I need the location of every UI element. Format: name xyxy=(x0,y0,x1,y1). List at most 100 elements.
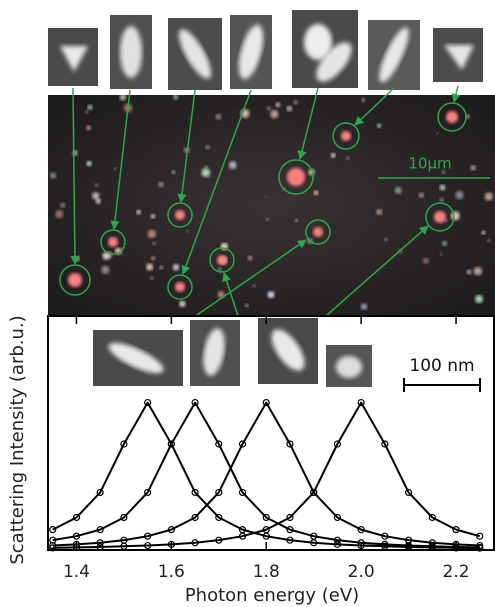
spot xyxy=(148,230,156,238)
spot xyxy=(60,203,65,208)
spot xyxy=(270,110,278,118)
spot xyxy=(423,258,429,264)
spot xyxy=(474,267,483,276)
spot xyxy=(172,170,176,174)
inset xyxy=(433,28,483,82)
particle-spot xyxy=(341,131,351,141)
spot xyxy=(436,132,438,134)
spot xyxy=(173,264,180,271)
spot xyxy=(276,102,281,107)
inset xyxy=(168,18,222,90)
scale-label: 100 nm xyxy=(409,356,474,376)
spot xyxy=(229,161,237,169)
inset xyxy=(368,20,420,90)
spot xyxy=(87,161,92,166)
spot xyxy=(487,239,490,242)
spot xyxy=(294,100,298,104)
spot xyxy=(153,242,156,245)
inset xyxy=(230,15,272,89)
inset xyxy=(292,10,358,88)
spot xyxy=(440,253,442,255)
particle-spot xyxy=(175,210,185,220)
inset xyxy=(326,345,372,387)
spot xyxy=(216,114,222,120)
spot xyxy=(377,124,381,128)
particle-spot xyxy=(446,111,458,123)
spot xyxy=(268,291,275,298)
spot xyxy=(55,210,63,218)
spot xyxy=(376,209,382,215)
spot xyxy=(50,172,56,178)
spot xyxy=(85,110,88,113)
spot xyxy=(440,185,445,190)
spot xyxy=(267,106,271,110)
inset xyxy=(110,15,152,89)
spot xyxy=(265,196,267,198)
spot xyxy=(186,230,188,232)
spot xyxy=(159,265,163,269)
spot xyxy=(440,198,444,202)
image-background xyxy=(48,95,495,317)
spot xyxy=(88,105,93,110)
y-axis-title: Scattering Intensity (arb.u.) xyxy=(7,315,28,564)
spot xyxy=(331,153,336,158)
x-tick-label: 1.8 xyxy=(253,562,280,582)
inset xyxy=(48,28,98,86)
spot xyxy=(92,192,99,199)
spot xyxy=(361,98,365,102)
spot xyxy=(101,266,109,274)
spot xyxy=(253,284,256,287)
x-axis-title: Photon energy (eV) xyxy=(185,585,359,606)
spot xyxy=(248,256,252,260)
spot xyxy=(467,270,472,275)
spot xyxy=(146,264,153,271)
spot xyxy=(485,192,493,200)
x-tick-label: 2.2 xyxy=(443,562,470,582)
particle-spot xyxy=(287,168,305,186)
spot xyxy=(151,256,155,260)
dark-field-image xyxy=(48,94,495,317)
spot xyxy=(346,157,349,160)
spot xyxy=(471,165,476,170)
spot xyxy=(361,304,367,310)
spot xyxy=(385,238,388,241)
spot xyxy=(201,168,210,177)
particle-spot xyxy=(108,237,118,247)
inset xyxy=(190,320,240,386)
spot xyxy=(295,219,298,222)
particle-spot xyxy=(217,255,227,265)
spot xyxy=(179,301,185,307)
top-insets xyxy=(48,10,483,90)
spot xyxy=(266,218,269,221)
spot xyxy=(205,165,208,168)
scale-label: 10μm xyxy=(408,155,451,173)
spot xyxy=(86,126,91,131)
spot xyxy=(395,187,402,194)
spot xyxy=(287,106,292,111)
spot xyxy=(245,304,248,307)
spot xyxy=(137,210,141,214)
spot xyxy=(482,231,486,235)
particle-spot xyxy=(68,273,82,287)
spot xyxy=(419,193,424,198)
inset xyxy=(93,330,183,386)
spot xyxy=(150,276,153,279)
spot xyxy=(206,145,210,149)
spot xyxy=(445,220,448,223)
spot xyxy=(114,167,117,170)
x-tick-label: 1.6 xyxy=(158,562,185,582)
spot xyxy=(475,295,483,303)
spot xyxy=(442,241,447,246)
x-tick-label: 2.0 xyxy=(348,562,375,582)
spot xyxy=(456,191,464,199)
spot xyxy=(173,94,178,99)
particle-spot xyxy=(175,282,185,292)
spot xyxy=(314,190,319,195)
particle-spot xyxy=(434,211,446,223)
particle-spot xyxy=(313,227,323,237)
spot xyxy=(158,182,164,188)
spot xyxy=(120,94,126,100)
spot xyxy=(218,268,221,271)
spot xyxy=(151,214,155,218)
x-tick-label: 1.4 xyxy=(63,562,90,582)
